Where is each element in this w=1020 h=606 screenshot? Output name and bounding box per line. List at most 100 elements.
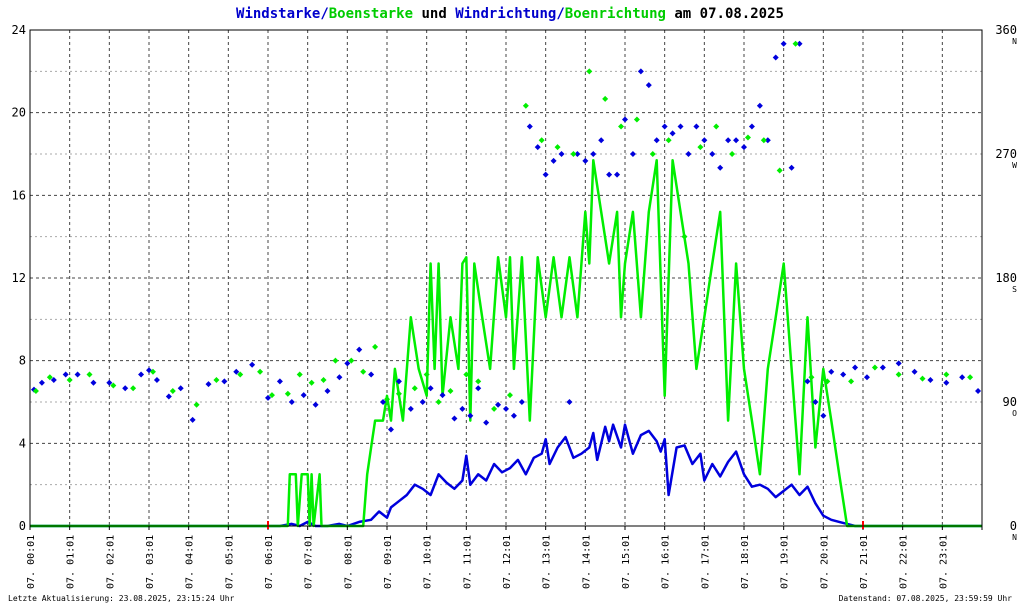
point-windrichtung (804, 378, 811, 385)
x-tick-label: 07. 19:01 (780, 535, 791, 589)
y-left-tick-label: 24 (12, 23, 26, 37)
point-boenrichtung (257, 368, 264, 375)
point-windrichtung (820, 412, 827, 419)
point-windrichtung (62, 371, 69, 378)
point-windrichtung (550, 157, 557, 164)
point-boenrichtung (32, 387, 39, 394)
x-tick-label: 07. 02:01 (105, 535, 116, 589)
point-boenrichtung (491, 405, 498, 412)
title-part-6: am 07.08.2025 (666, 6, 784, 22)
point-windrichtung (288, 399, 295, 405)
point-windrichtung (510, 412, 517, 419)
y-left-tick-label: 4 (19, 436, 26, 450)
point-windrichtung (733, 137, 740, 144)
point-windrichtung (685, 151, 692, 157)
y-left-tick-label: 20 (12, 106, 26, 120)
y-left-tick-label: 16 (12, 188, 26, 202)
y-right-tick-label: 180 (995, 271, 1017, 285)
point-windrichtung (852, 364, 859, 371)
point-boenrichtung (824, 378, 831, 385)
point-windrichtung (221, 378, 228, 385)
y-left-tick-label: 8 (19, 354, 26, 368)
point-windrichtung (467, 412, 474, 419)
point-windrichtung (645, 82, 652, 89)
point-boenrichtung (284, 390, 291, 397)
point-windrichtung (427, 385, 434, 392)
point-windrichtung (622, 116, 628, 123)
x-tick-label: 07. 18:01 (740, 535, 751, 589)
point-boenrichtung (237, 371, 244, 378)
compass-label: N (1012, 533, 1017, 542)
point-windrichtung (788, 164, 795, 171)
y-left-tick-label: 12 (12, 271, 26, 285)
x-tick-label: 07. 08:01 (343, 535, 354, 589)
point-boenrichtung (848, 378, 855, 385)
point-boenrichtung (633, 116, 640, 123)
point-boenrichtung (681, 233, 688, 240)
point-boenrichtung (395, 390, 402, 397)
point-windrichtung (975, 387, 982, 394)
compass-label: W (1012, 161, 1017, 170)
point-windrichtung (879, 364, 886, 371)
point-windrichtung (701, 137, 708, 144)
compass-label: O (1012, 409, 1017, 418)
series-points (30, 40, 982, 433)
point-windrichtung (50, 376, 57, 383)
x-tick-label: 07. 11:01 (462, 535, 473, 589)
point-boenrichtung (570, 151, 577, 157)
point-windrichtung (542, 171, 549, 178)
point-boenrichtung (808, 374, 815, 381)
point-windrichtung (959, 374, 966, 381)
point-windrichtung (725, 137, 732, 144)
footer-right: Datenstand: 07.08.2025, 23:59:59 Uhr (839, 594, 1013, 603)
point-boenrichtung (475, 378, 482, 385)
point-windrichtung (598, 137, 605, 144)
point-windrichtung (582, 157, 589, 164)
point-windrichtung (387, 426, 394, 433)
point-windrichtung (276, 378, 283, 385)
point-windrichtung (249, 361, 256, 368)
point-boenrichtung (760, 137, 767, 144)
point-windrichtung (772, 54, 779, 61)
grid (30, 29, 982, 526)
y-right-tick-label: 270 (995, 147, 1017, 161)
point-windrichtung (439, 392, 446, 399)
point-boenrichtung (360, 368, 367, 375)
point-windrichtung (526, 123, 533, 130)
title-part-1: Windstarke (236, 6, 320, 22)
point-windrichtung (205, 381, 212, 388)
x-tick-label: 07. 12:01 (502, 535, 513, 589)
series-line-windstarke (30, 423, 982, 528)
point-windrichtung (764, 137, 771, 144)
point-windrichtung (812, 399, 819, 405)
point-windrichtung (459, 405, 466, 412)
title-part-5: Boenrichtung (565, 6, 666, 22)
axes (29, 29, 983, 530)
point-windrichtung (451, 415, 458, 422)
point-boenrichtung (586, 68, 593, 75)
x-tick-label: 07. 00:01 (26, 535, 37, 589)
y-left-tick-label: 0 (19, 519, 26, 533)
point-windrichtung (153, 376, 160, 383)
point-windrichtung (756, 102, 763, 109)
point-windrichtung (748, 123, 755, 130)
point-boenrichtung (618, 123, 625, 130)
point-boenrichtung (744, 134, 751, 141)
point-windrichtung (177, 385, 184, 392)
point-boenrichtung (86, 371, 93, 378)
point-windrichtung (419, 399, 426, 405)
point-windrichtung (138, 371, 145, 378)
x-tick-label: 07. 15:01 (621, 535, 632, 589)
x-tick-label: 07. 16:01 (661, 535, 672, 589)
point-boenrichtung (776, 167, 783, 174)
point-boenrichtung (110, 382, 117, 389)
title-part-2: Boenstarke (329, 6, 413, 22)
x-tick-label: 07. 03:01 (145, 535, 156, 589)
point-windrichtung (780, 40, 787, 47)
point-windrichtung (653, 137, 660, 144)
point-windrichtung (265, 394, 271, 401)
point-windrichtung (233, 368, 240, 375)
x-tick-label: 07. 07:01 (304, 535, 315, 589)
point-windrichtung (558, 151, 565, 157)
